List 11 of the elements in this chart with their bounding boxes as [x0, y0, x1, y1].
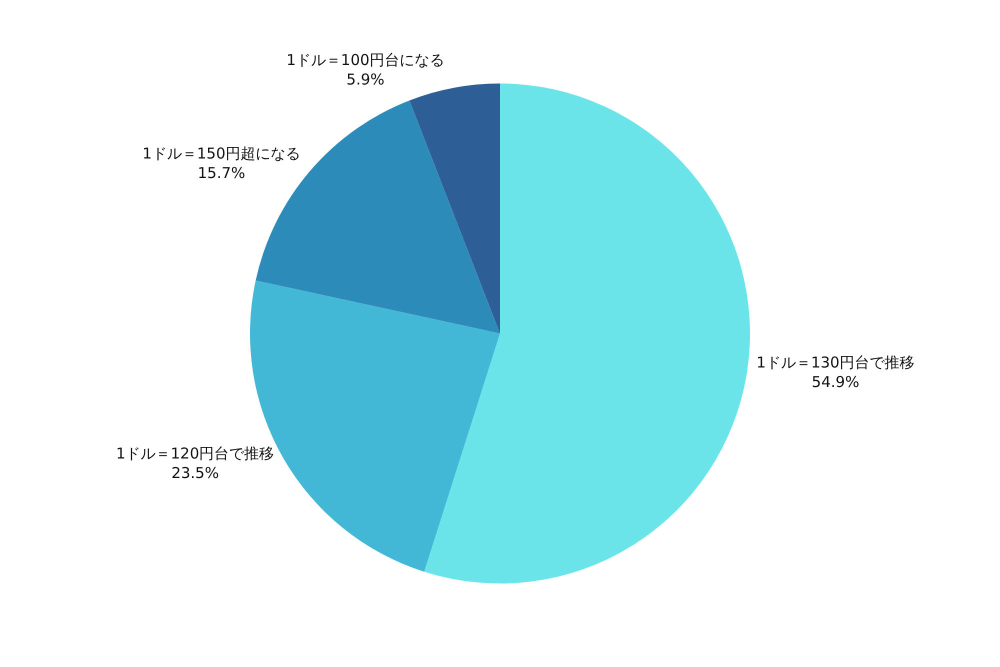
slice-label: 1ドル＝120円台で推移: [116, 444, 274, 463]
pie-slice: [424, 84, 750, 584]
data-label: 23.5%: [171, 464, 219, 482]
slice-label: 1ドル＝150円超になる: [142, 144, 301, 162]
pie-slice: [256, 100, 500, 334]
data-label: 5.9%: [346, 70, 385, 88]
slice-label: 1ドル＝130円台で推移: [756, 354, 915, 372]
data-label: 54.9%: [812, 373, 860, 392]
data-label: 15.7%: [198, 164, 246, 182]
pie-slice: [409, 84, 500, 334]
slice-label: 1ドル＝100円台になる: [286, 50, 445, 69]
